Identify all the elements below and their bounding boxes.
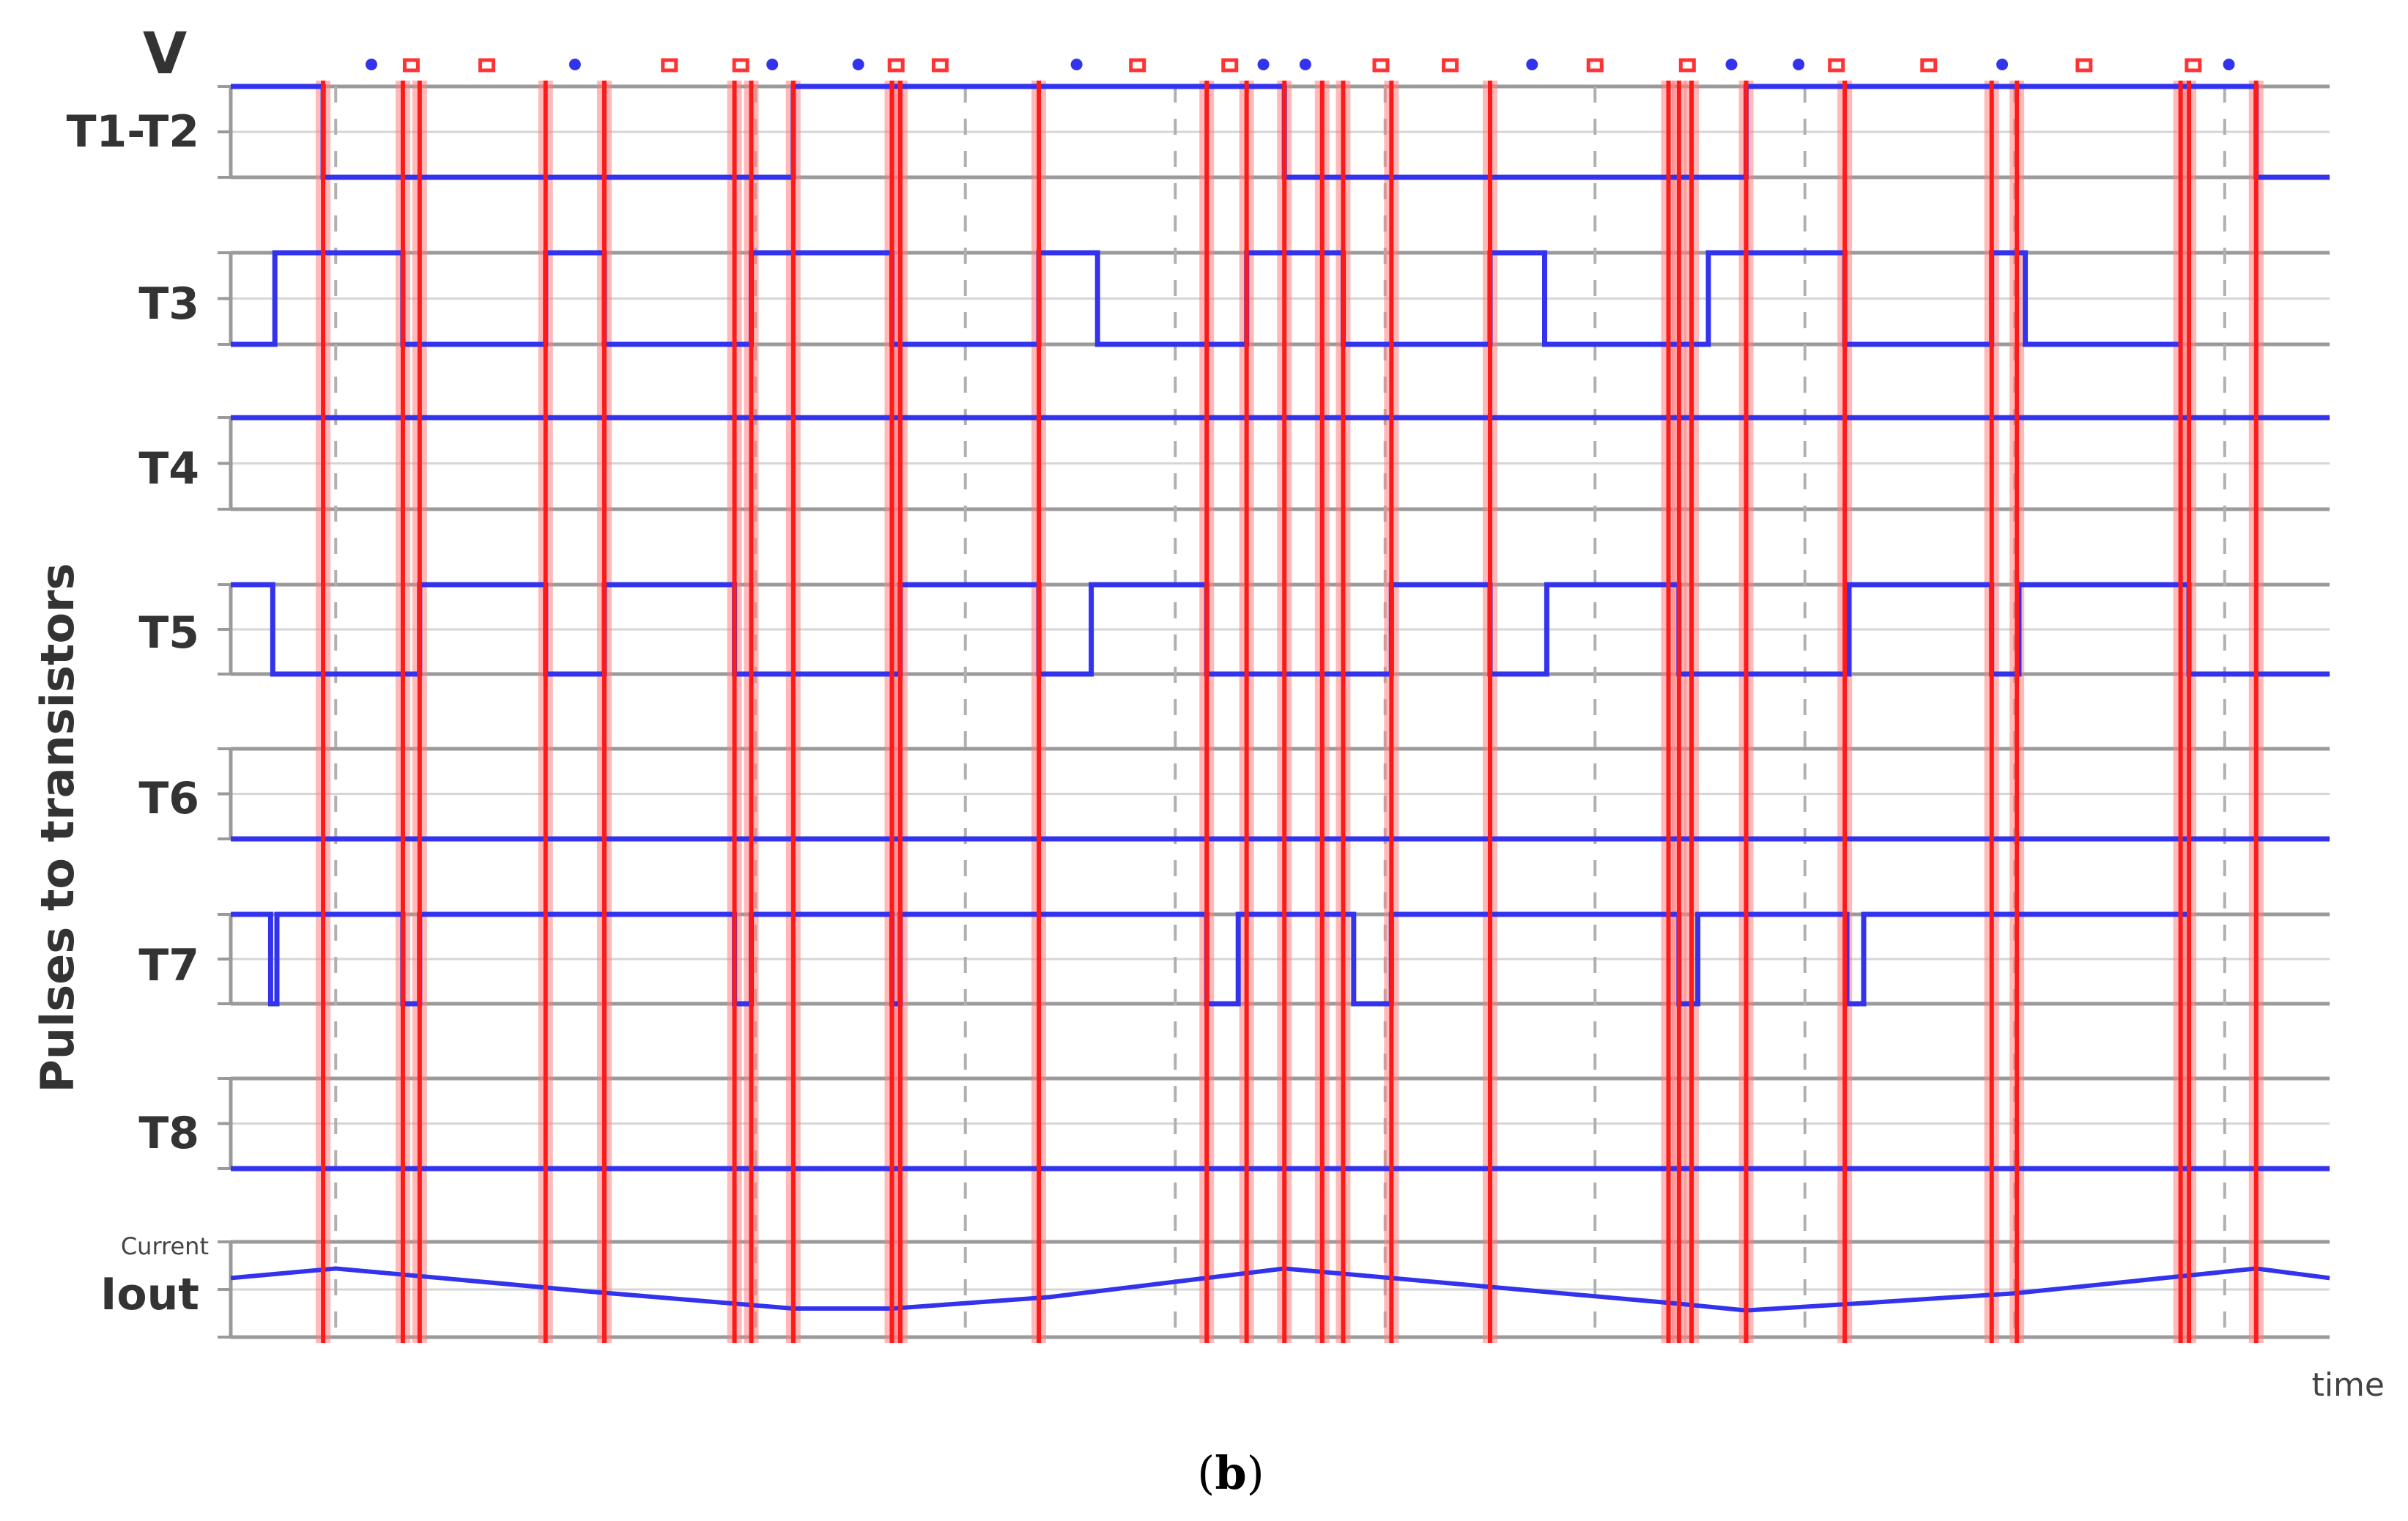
top-marker-red <box>402 58 420 73</box>
voltage-label: V <box>143 21 187 87</box>
top-marker-red <box>1828 58 1845 73</box>
top-marker-blue <box>1299 59 1311 70</box>
top-marker-red <box>1129 58 1146 73</box>
top-marker-red <box>1586 58 1604 73</box>
top-marker-blue <box>852 59 864 70</box>
current-small-label: Current <box>121 1232 209 1260</box>
x-axis-label: time <box>2312 1366 2385 1404</box>
row-label-t5: T5 <box>138 607 199 659</box>
top-marker-red <box>1221 58 1239 73</box>
top-marker-blue <box>1257 59 1270 70</box>
top-marker-blue <box>1526 59 1538 70</box>
row-label-t1-t2: T1-T2 <box>67 106 199 158</box>
marker-layer <box>365 58 2235 73</box>
top-marker-red <box>2185 58 2202 73</box>
top-marker-blue <box>365 59 377 70</box>
top-marker-blue <box>1793 59 1805 70</box>
switching-line-layer <box>321 81 2259 1343</box>
top-marker-blue <box>1070 59 1083 70</box>
row-label-t3: T3 <box>138 278 199 330</box>
caption-open: ( <box>1197 1446 1215 1500</box>
top-marker-red <box>887 58 905 73</box>
top-marker-blue <box>2223 59 2235 70</box>
top-marker-blue <box>1725 59 1738 70</box>
row-label-t7: T7 <box>138 940 199 991</box>
label-layer: T1-T2 T3 T4 T5 T6 T7 T8 Iout Current <box>67 106 209 1320</box>
row-label-t4: T4 <box>138 443 199 495</box>
top-marker-red <box>1920 58 1938 73</box>
switching-band-layer <box>316 81 2264 1343</box>
top-marker-red <box>1442 58 1459 73</box>
row-label-t6: T6 <box>138 773 199 824</box>
top-marker-red <box>1372 58 1390 73</box>
top-marker-blue <box>1996 59 2009 70</box>
caption-letter: b <box>1215 1446 1246 1500</box>
top-marker-blue <box>766 59 779 70</box>
top-marker-red <box>732 58 749 73</box>
top-marker-red <box>478 58 496 73</box>
figure-caption: (b) <box>1197 1446 1264 1500</box>
y-axis-label: Pulses to transistors <box>31 563 84 1092</box>
caption-close: ) <box>1247 1446 1264 1500</box>
row-label-t8: T8 <box>138 1108 199 1159</box>
top-marker-red <box>2075 58 2093 73</box>
top-marker-red <box>1678 58 1696 73</box>
row-label-iout: Iout <box>100 1269 199 1320</box>
top-marker-red <box>661 58 678 73</box>
top-marker-blue <box>568 59 581 70</box>
top-marker-red <box>931 58 949 73</box>
